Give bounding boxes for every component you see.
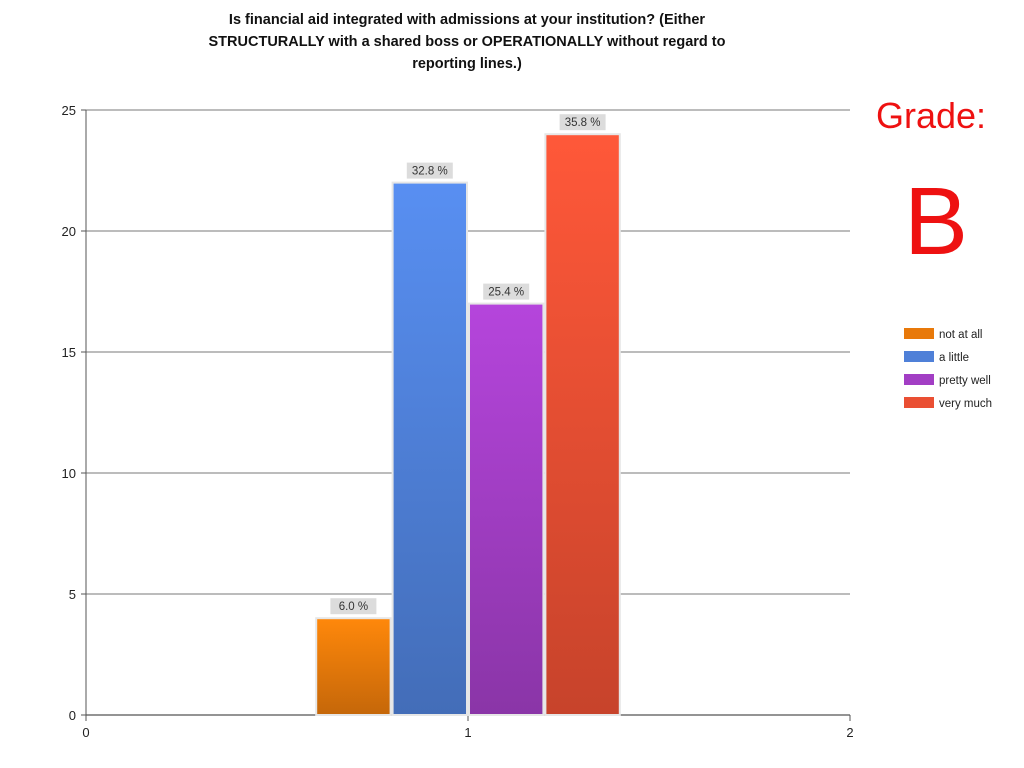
x-tick-label: 2 — [846, 725, 853, 740]
legend: not at all a little pretty well very much — [904, 328, 992, 410]
y-tick-label: 25 — [62, 103, 76, 118]
grade-label: Grade: — [876, 95, 987, 136]
bar-pretty-well — [468, 302, 545, 716]
bar-very-much — [544, 133, 621, 716]
data-label: 35.8 % — [565, 117, 601, 129]
bars — [315, 133, 621, 717]
grade-value: B — [904, 168, 969, 275]
legend-label: not at all — [939, 329, 982, 341]
legend-label: a little — [939, 352, 969, 364]
bar-a-little — [391, 181, 469, 717]
data-label-box — [406, 162, 453, 179]
chart-title-line-3: reporting lines.) — [412, 56, 522, 72]
bar-not-at-all — [315, 617, 392, 717]
data-labels: 6.0 % 32.8 % 25.4 % 35.8 % — [330, 114, 606, 615]
legend-label: pretty well — [939, 375, 991, 387]
data-label-box — [483, 283, 530, 300]
legend-label: very much — [939, 398, 992, 410]
legend-swatch — [904, 328, 934, 339]
data-label-box — [330, 598, 377, 615]
chart-title: Is financial aid integrated with admissi… — [209, 12, 726, 72]
chart-title-line-2: STRUCTURALLY with a shared boss or OPERA… — [209, 34, 726, 50]
y-tick-label: 5 — [69, 587, 76, 602]
y-tick-label: 10 — [62, 466, 76, 481]
y-tick-label: 15 — [62, 345, 76, 360]
legend-swatch — [904, 397, 934, 408]
legend-swatch — [904, 351, 934, 362]
data-label: 6.0 % — [339, 601, 368, 613]
x-tick-label: 1 — [464, 725, 471, 740]
data-label: 32.8 % — [412, 166, 448, 178]
data-label: 25.4 % — [488, 287, 524, 299]
y-tick-label: 20 — [62, 224, 76, 239]
legend-swatch — [904, 374, 934, 385]
x-tick-label: 0 — [82, 725, 89, 740]
y-axis: 0 5 10 15 20 25 — [62, 103, 87, 723]
x-axis: 0 1 2 — [82, 714, 854, 740]
chart-title-line-1: Is financial aid integrated with admissi… — [229, 12, 705, 28]
y-tick-label: 0 — [69, 708, 76, 723]
data-label-box — [559, 114, 606, 131]
